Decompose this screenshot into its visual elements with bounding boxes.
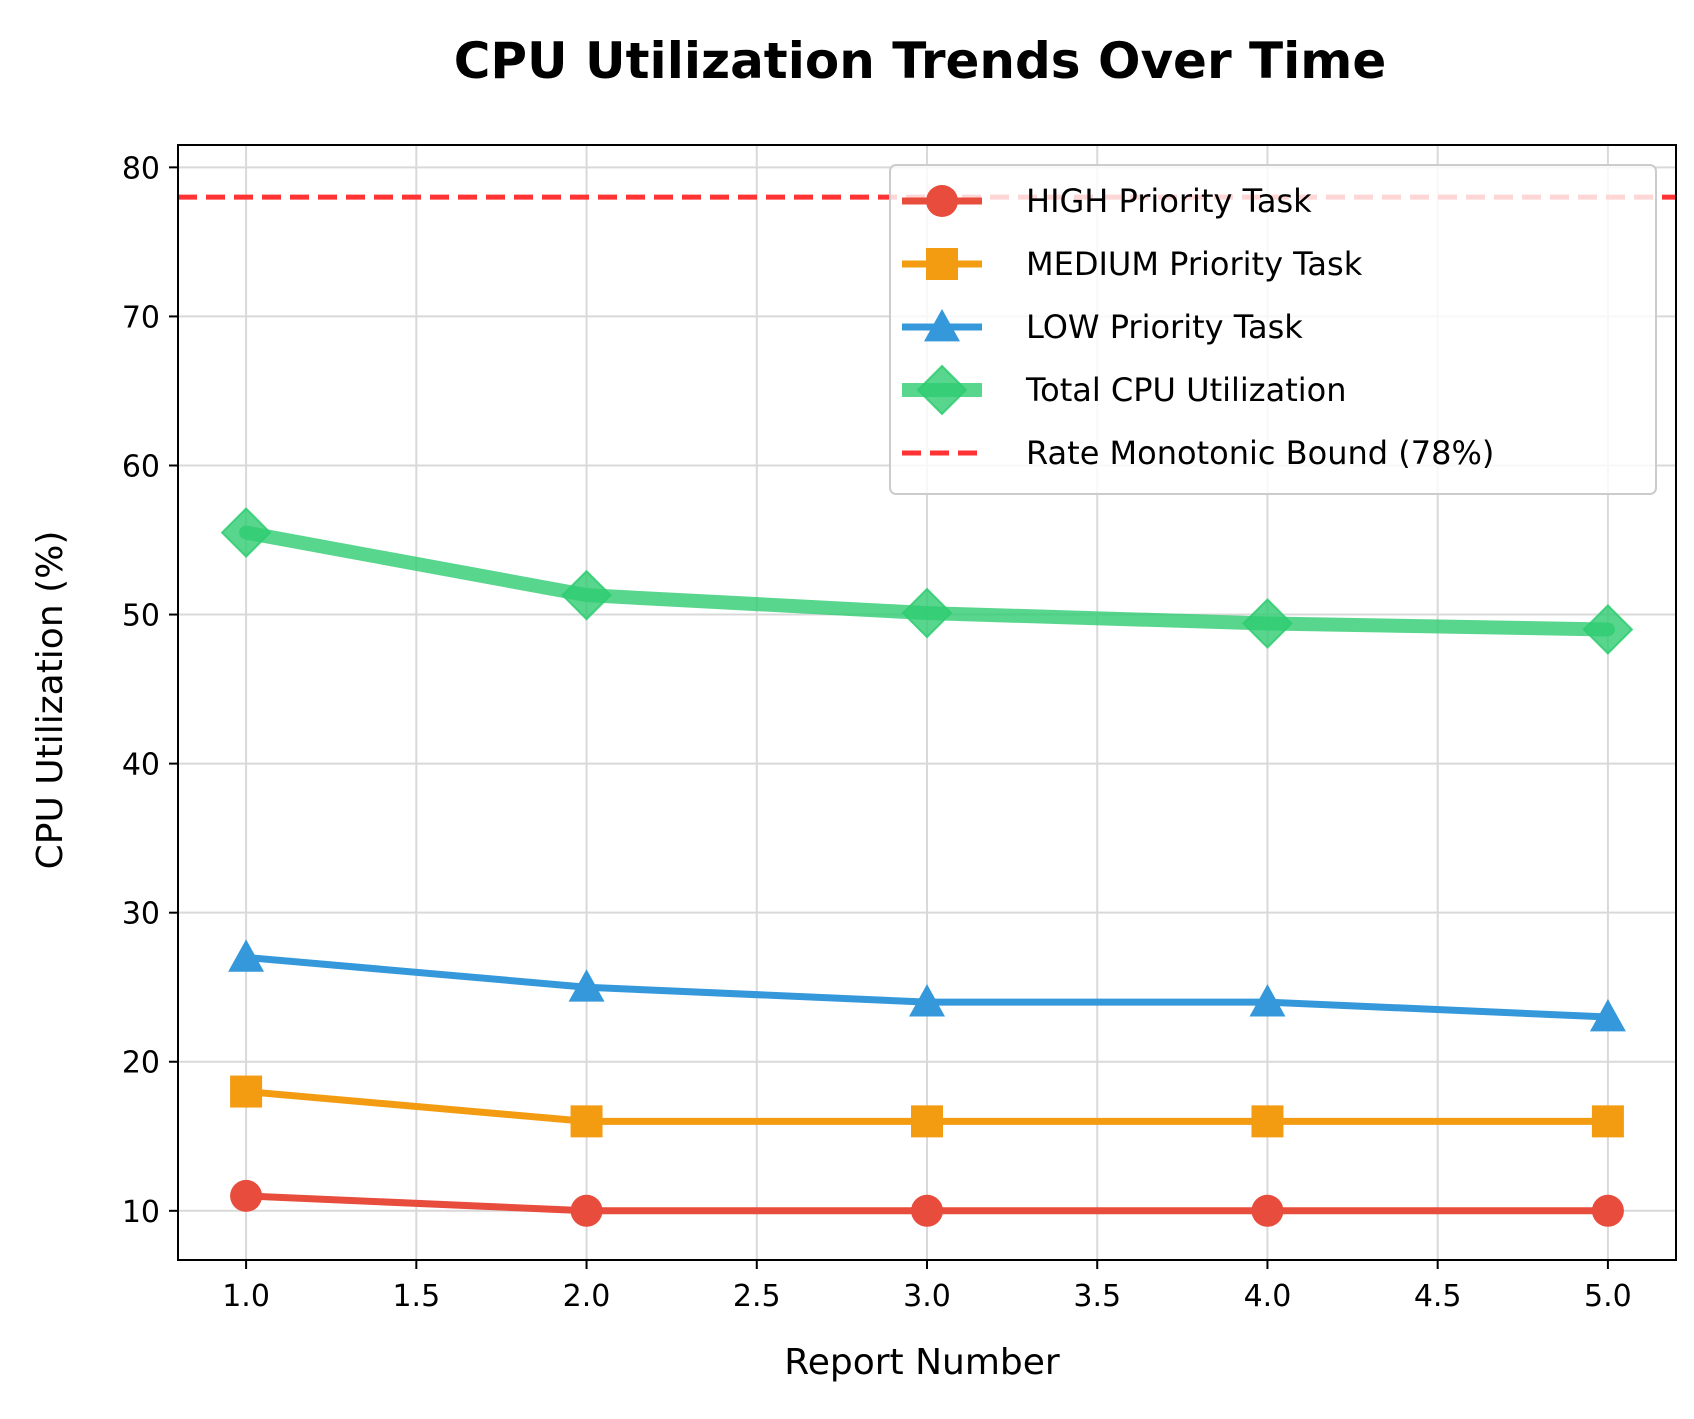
legend-label: HIGH Priority Task (1026, 182, 1312, 220)
y-tick-label: 20 (122, 1046, 160, 1081)
x-tick-label: 4.5 (1414, 1279, 1462, 1314)
data-point-circle (570, 1194, 603, 1227)
legend-entry: HIGH Priority Task (902, 182, 1312, 220)
y-axis-ticks: 10 20 30 40 50 60 70 80 (122, 151, 178, 1230)
data-point-triangle (909, 984, 945, 1017)
legend-label: LOW Priority Task (1026, 308, 1303, 346)
legend-label: Total CPU Utilization (1025, 371, 1346, 409)
legend-box (889, 164, 1657, 495)
data-point-triangle (228, 939, 265, 972)
data-point-square (570, 1105, 603, 1138)
data-point-triangle (568, 969, 605, 1002)
data-point-diamond (561, 569, 612, 621)
y-tick-label: 10 (122, 1195, 160, 1230)
y-tick-label: 40 (122, 748, 160, 783)
data-point-triangle (1589, 999, 1626, 1032)
x-tick-label: 3.5 (1073, 1279, 1121, 1314)
x-tick-label: 3.0 (903, 1279, 951, 1314)
data-point-circle (230, 1179, 263, 1212)
legend-label: Rate Monotonic Bound (78%) (1026, 434, 1494, 472)
series-high-priority-task (230, 1179, 1624, 1227)
data-point-diamond (1242, 598, 1293, 649)
data-point-diamond (220, 507, 272, 558)
x-tick-label: 5.0 (1584, 1279, 1632, 1314)
y-tick-label: 50 (122, 599, 160, 634)
y-axis-label: CPU Utilization (%) (30, 531, 71, 870)
chart-title: CPU Utilization Trends Over Time (454, 32, 1387, 90)
x-tick-label: 2.5 (733, 1279, 781, 1314)
legend: HIGH Priority Task MEDIUM Priority Task LO… (889, 164, 1657, 495)
legend-entry: LOW Priority Task (902, 308, 1303, 346)
data-point-diamond (916, 364, 968, 416)
x-tick-label: 4.0 (1244, 1279, 1292, 1314)
data-point-square (926, 248, 958, 280)
data-point-circle (926, 185, 958, 217)
y-tick-label: 70 (122, 300, 160, 335)
x-tick-label: 1.0 (222, 1279, 270, 1314)
data-point-circle (1251, 1194, 1284, 1227)
data-point-triangle (924, 309, 960, 342)
data-point-triangle (1249, 984, 1286, 1017)
x-tick-label: 1.5 (392, 1279, 440, 1314)
data-point-square (1591, 1105, 1624, 1138)
data-point-square (230, 1075, 263, 1108)
data-point-circle (1591, 1194, 1624, 1227)
x-tick-label: 2.0 (563, 1279, 611, 1314)
legend-label: MEDIUM Priority Task (1026, 245, 1363, 283)
legend-entry: Total CPU Utilization (902, 364, 1346, 416)
series-total-cpu-utilization (220, 507, 1634, 655)
data-point-square (1251, 1105, 1284, 1138)
data-point-diamond (901, 587, 953, 639)
x-axis-label: Report Number (784, 1342, 1060, 1383)
series-low-priority-task (228, 939, 1626, 1032)
data-point-diamond (1582, 604, 1634, 655)
legend-entry: Rate Monotonic Bound (78%) (902, 434, 1494, 472)
data-point-square (911, 1105, 943, 1138)
data-point-circle (911, 1194, 943, 1227)
series-layer (220, 507, 1634, 1227)
series-medium-priority-task (230, 1075, 1624, 1138)
legend-entry: MEDIUM Priority Task (902, 245, 1363, 283)
y-tick-label: 60 (122, 449, 160, 484)
y-tick-label: 80 (122, 151, 160, 186)
y-tick-label: 30 (122, 897, 160, 932)
x-axis-ticks: 1.0 1.5 2.0 2.5 3.0 3.5 4.0 4.5 5.0 (222, 1260, 1632, 1314)
